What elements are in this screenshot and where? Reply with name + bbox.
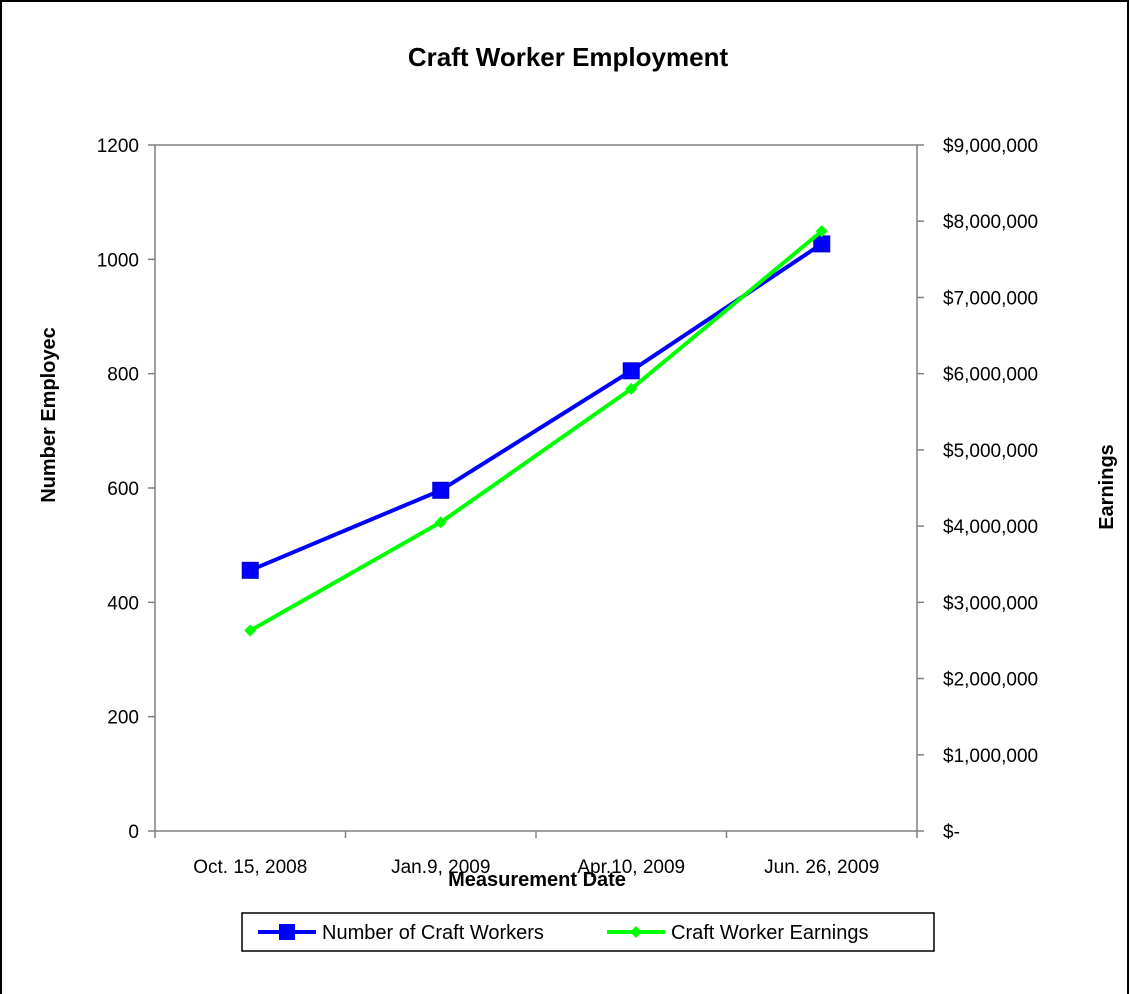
series-line xyxy=(249,229,824,633)
legend-box xyxy=(241,912,935,952)
y2-tick-label: $3,000,000 xyxy=(943,593,1038,614)
legend-marker-craft-earnings xyxy=(630,926,642,938)
y2-tick-label: $8,000,000 xyxy=(943,212,1038,233)
y2-tick-label: $6,000,000 xyxy=(943,365,1038,386)
data-point-marker xyxy=(622,362,640,380)
x-tick-label: Apr.10, 2009 xyxy=(577,857,685,878)
y2-tick-label: $9,000,000 xyxy=(943,136,1038,157)
x-tick-label: Jan.9, 2009 xyxy=(391,857,490,878)
y-tick-label: 800 xyxy=(107,365,139,386)
axes-layer: 0 200 400 600 800 1000 1200 $- $1,000,000 $2,000,… xyxy=(97,136,1038,878)
data-point-marker xyxy=(241,561,259,579)
legend-marker-craft-workers xyxy=(279,924,295,940)
y2-tick-label: $- xyxy=(943,822,960,843)
x-tick-label: Oct. 15, 2008 xyxy=(193,857,307,878)
series-line xyxy=(249,242,823,573)
data-point-marker xyxy=(432,481,450,499)
y-tick-label: 1200 xyxy=(97,136,139,157)
y-axis-title: Number Employec xyxy=(38,327,60,503)
data-point-marker xyxy=(625,382,638,395)
y-tick-label: 400 xyxy=(107,593,139,614)
y2-tick-label: $7,000,000 xyxy=(943,288,1038,309)
data-point-marker xyxy=(244,624,257,637)
y2-tick-label: $4,000,000 xyxy=(943,517,1038,538)
legend: Number of Craft Workers Craft Worker Ear… xyxy=(241,912,935,952)
x-axis-title: Measurement Date xyxy=(448,869,626,891)
series-2 xyxy=(244,225,828,637)
y2-tick-label: $2,000,000 xyxy=(943,670,1038,691)
y-tick-label: 1000 xyxy=(97,250,139,271)
y2-tick-label: $5,000,000 xyxy=(943,441,1038,462)
data-point-marker xyxy=(815,225,828,238)
x-tick-label: Jun. 26, 2009 xyxy=(764,857,879,878)
y-tick-label: 600 xyxy=(107,479,139,500)
chart-title: Craft Worker Employment xyxy=(408,42,729,72)
legend-label-craft-earnings: Craft Worker Earnings xyxy=(671,922,868,944)
data-point-marker xyxy=(434,516,447,529)
y2-tick-label: $1,000,000 xyxy=(943,746,1038,767)
y2-axis-title: Earnings xyxy=(1096,444,1118,530)
series-layer xyxy=(241,225,831,637)
series-1 xyxy=(241,235,831,579)
legend-label-craft-workers: Number of Craft Workers xyxy=(322,922,544,944)
y-tick-label: 200 xyxy=(107,708,139,729)
y-tick-label: 0 xyxy=(128,822,139,843)
